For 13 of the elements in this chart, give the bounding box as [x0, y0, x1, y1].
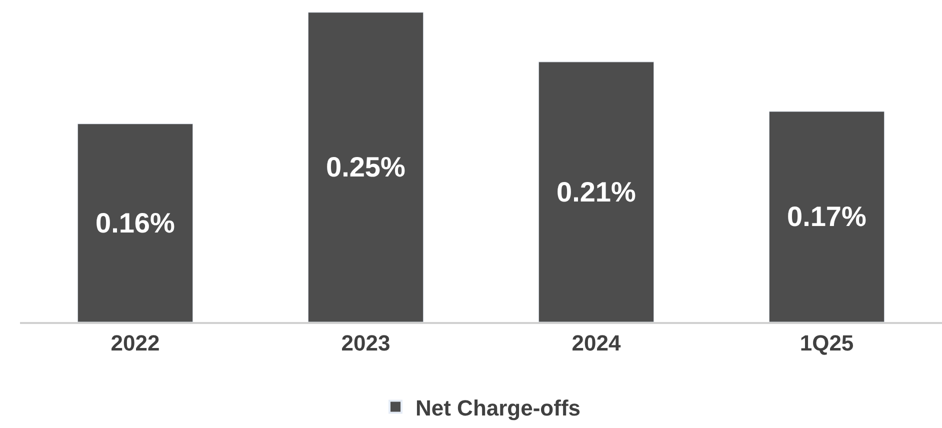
x-tick-label: 2022: [110, 330, 160, 356]
data-label: 0.21%: [556, 176, 636, 208]
x-tick-label: 1Q25: [800, 330, 854, 356]
bar: [538, 62, 654, 322]
data-label: 0.17%: [787, 201, 867, 232]
data-label: 0.16%: [96, 207, 176, 238]
bar: [77, 124, 194, 322]
x-tick-label: 2023: [341, 330, 390, 356]
bar: [768, 111, 885, 322]
x-tick-label: 2024: [572, 330, 622, 356]
bar: [308, 12, 424, 322]
data-label: 0.25%: [326, 152, 406, 183]
legend-label: Net Charge-offs: [416, 395, 581, 420]
